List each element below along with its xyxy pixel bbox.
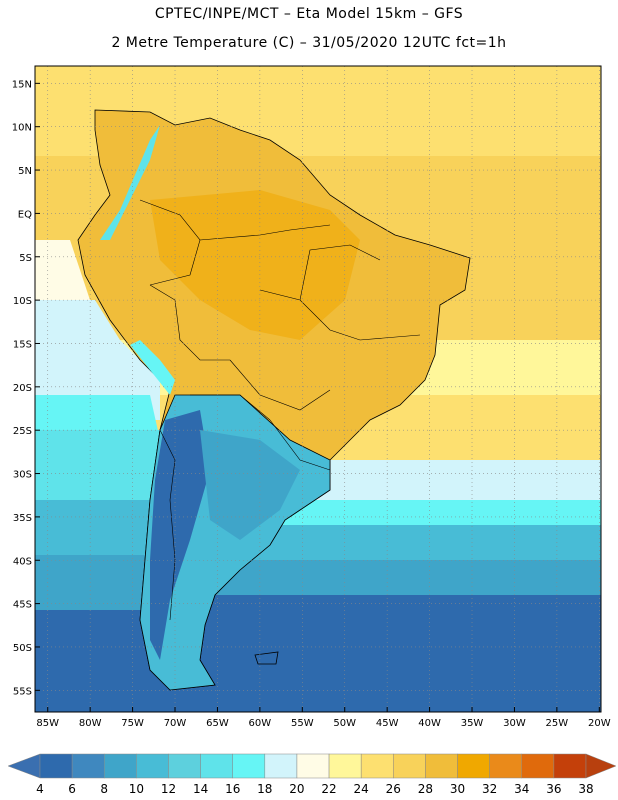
lon-label: 55W — [291, 718, 314, 729]
colorbar-tick-label: 30 — [450, 782, 465, 796]
colorbar-tick-label: 12 — [161, 782, 176, 796]
colorbar-tick-label: 14 — [193, 782, 208, 796]
colorbar-swatch — [232, 753, 266, 779]
colorbar-max-arrow — [585, 753, 617, 779]
lat-label: 55S — [13, 686, 32, 697]
lon-label: 65W — [206, 718, 229, 729]
lon-label: 60W — [249, 718, 272, 729]
colorbar-swatch — [360, 753, 394, 779]
lat-label: 30S — [13, 470, 32, 481]
lon-label: 20W — [588, 718, 611, 729]
colorbar-tick-label: 26 — [386, 782, 401, 796]
south-america-landmass — [77, 109, 471, 691]
colorbar-swatch — [328, 753, 362, 779]
colorbar-tick-label: 20 — [289, 782, 304, 796]
colorbar-tick-label: 16 — [225, 782, 240, 796]
colorbar-tick-label: 8 — [100, 782, 108, 796]
map-title-line1: CPTEC/INPE/MCT – Eta Model 15km – GFS — [154, 6, 464, 22]
lon-label: 25W — [546, 718, 569, 729]
lon-label: 80W — [79, 718, 102, 729]
lon-label: 85W — [36, 718, 59, 729]
colorbar-swatch — [200, 753, 233, 779]
colorbar-swatch — [71, 753, 105, 779]
colorbar-swatch — [425, 753, 458, 779]
colorbar-swatch — [264, 753, 298, 779]
colorbar-swatch — [489, 753, 523, 779]
lat-label: 40S — [13, 556, 32, 567]
colorbar-min-arrow — [7, 753, 41, 779]
temperature-colorbar: 4 6 8 10 12 14 16 18 20 22 24 26 28 30 32 34 36 38 — [7, 753, 617, 796]
colorbar-tick-label: 38 — [578, 782, 593, 796]
lat-label: 20S — [13, 383, 32, 394]
lat-label: 10N — [12, 123, 32, 134]
colorbar-swatch — [136, 753, 169, 779]
lat-label: 15S — [13, 339, 32, 350]
lon-label: 30W — [503, 718, 526, 729]
lat-label: 45S — [13, 600, 32, 611]
lat-label: EQ — [18, 209, 32, 220]
lon-label: 45W — [376, 718, 399, 729]
map-title-line2: 2 Metre Temperature (C) – 31/05/2020 12U… — [111, 35, 507, 51]
colorbar-tick-label: 22 — [321, 782, 336, 796]
lat-label: 25S — [13, 426, 32, 437]
lat-label: 5N — [18, 166, 32, 177]
lon-label: 70W — [164, 718, 187, 729]
lat-label: 5S — [19, 253, 32, 264]
colorbar-tick-label: 4 — [36, 782, 44, 796]
colorbar-swatch — [39, 753, 73, 779]
lat-label: 35S — [13, 513, 32, 524]
lon-label: 35W — [461, 718, 484, 729]
colorbar-swatch — [553, 753, 587, 779]
colorbar-tick-label: 18 — [257, 782, 272, 796]
colorbar-swatch — [296, 753, 330, 779]
lon-label: 40W — [418, 718, 441, 729]
colorbar-swatch — [393, 753, 426, 779]
colorbar-swatch — [103, 753, 137, 779]
colorbar-tick-label: 36 — [546, 782, 561, 796]
colorbar-tick-label: 6 — [68, 782, 76, 796]
lon-label: 75W — [121, 718, 144, 729]
colorbar-tick-label: 10 — [129, 782, 144, 796]
colorbar-tick-label: 34 — [514, 782, 529, 796]
colorbar-swatch — [521, 753, 555, 779]
lat-label: 15N — [12, 79, 32, 90]
colorbar-swatch — [457, 753, 490, 779]
colorbar-tick-label: 32 — [482, 782, 497, 796]
latitude-axis-labels: 15N 10N 5N EQ 5S 10S 15S 20S 25S 30S 35S 40S 45S 50S 5… — [12, 79, 40, 697]
lon-label: 50W — [333, 718, 356, 729]
colorbar-tick-label: 24 — [354, 782, 369, 796]
lat-label: 50S — [13, 643, 32, 654]
colorbar-tick-label: 28 — [418, 782, 433, 796]
longitude-axis-labels: 85W 80W 75W 70W 65W 60W 55W 50W 45W 40W 35W 30W 25W 2… — [36, 707, 611, 729]
map-frame — [34, 65, 602, 713]
lat-label: 10S — [13, 296, 32, 307]
colorbar-swatch — [168, 753, 201, 779]
